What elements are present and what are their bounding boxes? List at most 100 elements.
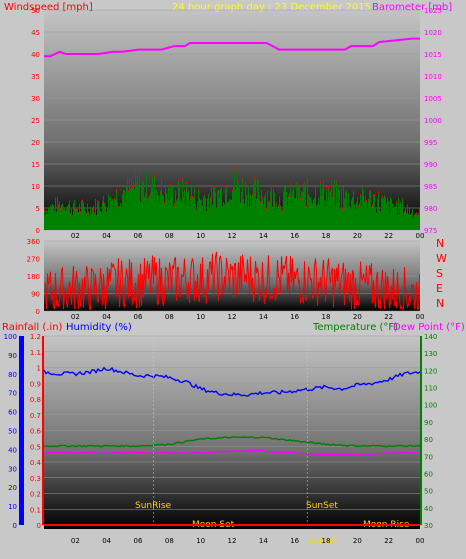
x-tick-label: 18 [322,537,331,545]
humidity-axis-bar [19,336,24,525]
temperature-tick-label: 40 [424,505,433,513]
rainfall-tick-label: 0.2 [30,491,41,499]
direction-letter: E [436,282,443,295]
windspeed-point [83,202,84,205]
windspeed-point [268,201,269,203]
humidity-tick-label: 80 [8,371,17,379]
x-tick-label: 22 [384,537,393,545]
windspeed-point [257,179,258,181]
windspeed-axis-title: Windspeed [mph] [4,2,93,13]
windspeed-point [150,192,151,195]
windspeed-point [73,203,74,205]
windspeed-point [159,202,160,204]
rainfall-tick-label: 0.7 [30,412,41,420]
x-tick-label: 02 [71,232,80,240]
windspeed-point [133,182,134,185]
windspeed-point [92,207,93,209]
x-tick-label: 14 [259,537,268,545]
windspeed-point [283,191,284,194]
direction-line [44,251,420,310]
windspeed-point [49,210,50,212]
windspeed-point [198,188,199,191]
dewpoint-axis-title: Dew Point (°F) [393,322,465,333]
windspeed-point [304,182,305,185]
windspeed-point [282,209,283,212]
windspeed-point [97,200,98,202]
windspeed-point [336,179,337,182]
direction-letter: W [436,252,447,265]
barometer-tick-label: 1025 [424,7,442,15]
windspeed-point [389,213,390,216]
windspeed-point [351,199,352,201]
windspeed-point [404,210,405,213]
direction-tick-label: 360 [27,238,40,246]
windspeed-point [273,188,274,191]
windspeed-point [169,200,170,203]
x-tick-label: 22 [384,313,393,321]
windspeed-point [232,190,233,192]
windspeed-tick-label: 30 [31,95,40,103]
windspeed-point [69,200,70,203]
windspeed-point [261,189,262,191]
windspeed-tick-label: 25 [31,117,40,125]
windspeed-point [82,199,83,201]
windspeed-point [251,206,252,208]
windspeed-point [55,197,56,199]
windspeed-point [262,196,263,198]
direction-letter: S [436,267,443,280]
windspeed-point [303,183,304,186]
barometer-tick-label: 975 [424,227,437,235]
windspeed-point [317,204,318,206]
windspeed-point [417,215,418,218]
windspeed-point [295,198,296,201]
windspeed-point [164,201,165,204]
x-tick-label: 08 [165,537,174,545]
windspeed-point [252,193,253,196]
rainfall-tick-label: 1.2 [30,333,41,341]
windspeed-point [382,195,383,197]
rainfall-tick-label: 1 [37,365,41,373]
windspeed-point [332,196,333,198]
windspeed-point [226,186,227,188]
humidity-tick-label: 30 [8,465,17,473]
windspeed-point [63,209,64,212]
temperature-tick-label: 90 [424,419,433,427]
windspeed-tick-label: 35 [31,73,40,81]
sunset-bottom-label: SunSet [309,536,337,545]
windspeed-point [121,206,122,208]
panel3-plot-area [44,336,420,529]
x-tick-label: 16 [290,232,299,240]
windspeed-point [260,201,261,204]
x-tick-label: 14 [259,232,268,240]
windspeed-point [278,205,279,207]
windspeed-point [347,207,348,209]
barometer-tick-label: 1020 [424,29,442,37]
windspeed-point [94,212,95,215]
windspeed-point [47,213,48,216]
windspeed-point [396,201,397,203]
windspeed-point [329,196,330,199]
windspeed-point [99,208,100,211]
dewpoint-line [43,449,421,456]
windspeed-point [369,190,370,192]
x-tick-label: 14 [259,313,268,321]
windspeed-point [127,176,128,179]
temperature-tick-label: 110 [424,385,437,393]
windspeed-point [141,186,142,189]
windspeed-point [204,194,205,197]
windspeed-point [192,195,193,198]
windspeed-point [374,194,375,196]
windspeed-point [319,204,320,207]
windspeed-point [305,186,306,189]
windspeed-point [402,198,403,200]
windspeed-point [87,203,88,206]
x-tick-label: 20 [353,537,362,545]
rainfall-tick-label: 0.6 [30,428,42,436]
windspeed-point [116,189,117,191]
windspeed-point [114,197,115,200]
x-tick-label: 18 [322,313,331,321]
windspeed-point [148,196,149,199]
windspeed-point [178,180,179,182]
x-tick-label: 10 [196,313,205,321]
